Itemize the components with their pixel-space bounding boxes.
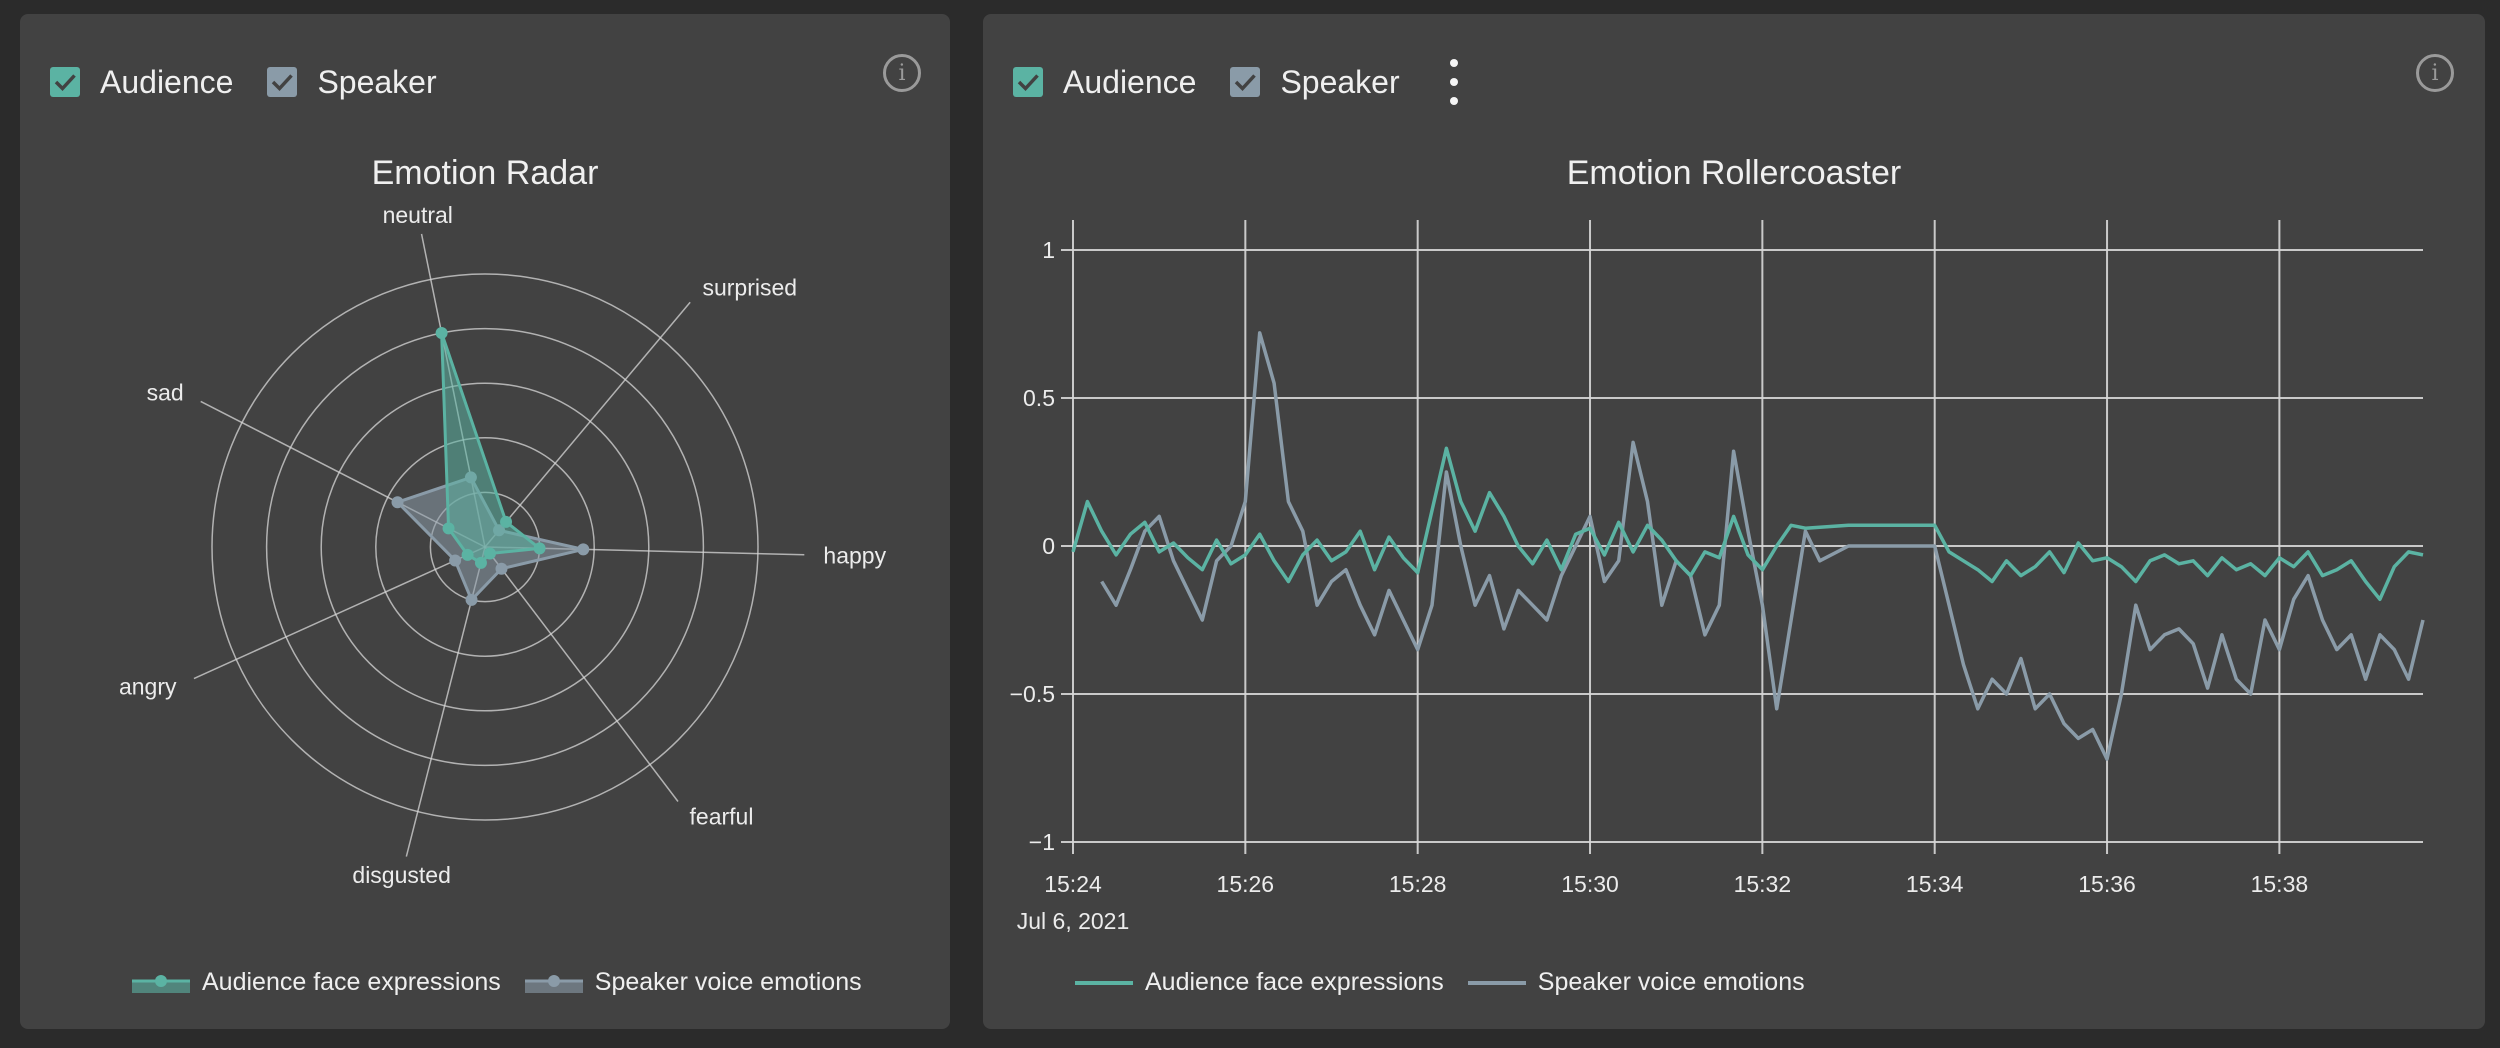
audience-legend-swatch: [1075, 980, 1133, 985]
line-legend: Audience face expressions Speaker voice …: [1073, 968, 1827, 997]
emotion-radar-panel: Audience Speaker i Emotion Radar neutral…: [20, 14, 950, 1029]
radar-data-point: [465, 593, 478, 606]
speaker-legend-swatch: [524, 974, 583, 993]
speaker-checkbox[interactable]: Speaker: [1230, 63, 1400, 101]
series-line: [1071, 446, 2424, 602]
legend-item-audience[interactable]: Audience face expressions: [130, 968, 501, 997]
emotion-rollercoaster-chart: 1 0.5 0 −0.5 −1 15:24 15:26 15:28 15:30 15:32 15:3…: [1010, 220, 2425, 934]
legend-label-audience: Audience face expressions: [1145, 968, 1444, 996]
x-tick-label: 15:32: [1734, 871, 1792, 897]
radar-data-point: [461, 548, 474, 561]
x-tick-label: 15:36: [2078, 871, 2136, 897]
radar-grid-ring: [375, 437, 595, 657]
radar-series-area: [440, 332, 544, 565]
legend-label-speaker: Speaker voice emotions: [594, 968, 862, 996]
radar-series-toggles: Audience Speaker: [50, 54, 471, 110]
info-icon[interactable]: i: [2416, 54, 2454, 92]
audience-checkbox-label: Audience: [100, 63, 234, 100]
radar-data-point: [495, 562, 508, 575]
y-tick-label: 0: [1042, 533, 1055, 559]
radar-data-point: [442, 522, 455, 535]
y-tick-label: 1: [1042, 237, 1055, 263]
emotion-rollercoaster-panel: Audience Speaker i Emotion Rollercoaster…: [983, 14, 2485, 1029]
series-line: [1100, 331, 2425, 761]
x-tick-label: 15:38: [2251, 871, 2309, 897]
radar-axis-line: [484, 301, 691, 548]
line-chart-title: Emotion Rollercoaster: [1566, 154, 1902, 192]
speaker-checkbox[interactable]: Speaker: [267, 63, 437, 101]
radar-data-point: [391, 496, 404, 509]
line-series-toggles: Audience Speaker: [1013, 54, 1464, 110]
speaker-legend-swatch: [1467, 980, 1526, 985]
audience-checkbox-label: Audience: [1063, 63, 1197, 100]
date-label: Jul 6, 2021: [1017, 908, 1130, 934]
radar-axis-label: sad: [147, 380, 184, 406]
radar-axis-label: surprised: [702, 275, 797, 301]
radar-axis-label: disgusted: [352, 862, 450, 888]
radar-data-point: [435, 326, 448, 339]
radar-grid-ring: [320, 382, 650, 712]
radar-axis-label: neutral: [383, 202, 453, 228]
x-tick-label: 15:24: [1044, 871, 1102, 897]
legend-label-speaker: Speaker voice emotions: [1537, 968, 1805, 996]
legend-item-speaker[interactable]: Speaker voice emotions: [1466, 968, 1805, 997]
radar-legend: Audience face expressions Speaker voice …: [130, 968, 884, 997]
radar-data-point: [577, 543, 590, 556]
legend-item-audience[interactable]: Audience face expressions: [1073, 968, 1444, 997]
legend-item-speaker[interactable]: Speaker voice emotions: [523, 968, 862, 997]
radar-chart-title: Emotion Radar: [371, 154, 599, 192]
radar-axis-line: [484, 546, 679, 802]
radar-axis-label: angry: [119, 673, 177, 699]
legend-label-audience: Audience face expressions: [202, 968, 501, 996]
y-tick-label: −0.5: [1010, 681, 1055, 707]
audience-checkbox[interactable]: Audience: [50, 64, 233, 101]
radar-data-point: [474, 556, 487, 569]
emotion-radar-chart: neutral surprised happy fearful disgusted ang…: [119, 202, 887, 888]
radar-axis-label: fearful: [690, 804, 754, 830]
checkbox-checked-icon: [1013, 67, 1043, 97]
radar-axis-label: happy: [823, 542, 886, 568]
checkbox-checked-icon: [267, 67, 298, 97]
checkbox-checked-icon: [50, 67, 80, 97]
x-tick-label: 15:28: [1389, 871, 1447, 897]
info-icon[interactable]: i: [883, 54, 921, 92]
audience-legend-swatch: [132, 974, 190, 993]
y-tick-label: −1: [1029, 829, 1055, 855]
y-tick-label: 0.5: [1023, 385, 1055, 411]
radar-grid-ring: [265, 327, 705, 767]
radar-data-point: [483, 547, 496, 560]
speaker-checkbox-label: Speaker: [1280, 63, 1400, 100]
audience-checkbox[interactable]: Audience: [1013, 64, 1196, 101]
more-vert-icon[interactable]: [1444, 59, 1464, 105]
radar-data-point: [533, 542, 546, 555]
x-tick-label: 15:34: [1906, 871, 1964, 897]
x-tick-label: 15:30: [1561, 871, 1619, 897]
radar-data-point: [500, 515, 513, 528]
checkbox-checked-icon: [1230, 67, 1261, 97]
speaker-checkbox-label: Speaker: [317, 63, 437, 100]
radar-axis-line: [193, 546, 486, 680]
x-tick-label: 15:26: [1217, 871, 1275, 897]
radar-grid-ring: [211, 273, 759, 821]
radar-data-point: [449, 554, 462, 567]
